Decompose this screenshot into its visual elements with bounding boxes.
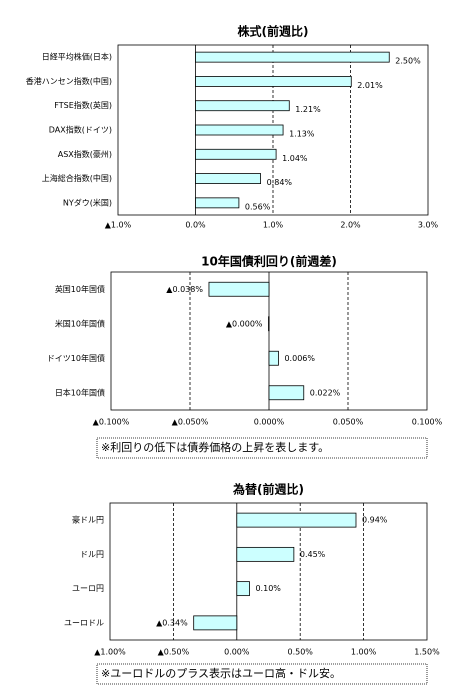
category-label: DAX指数(ドイツ)	[49, 125, 112, 135]
x-tick-label: ▲0.50%	[158, 648, 190, 657]
category-label: ドル円	[80, 550, 104, 559]
bar	[208, 281, 270, 297]
x-tick-label: 0.050%	[333, 418, 364, 427]
x-tick-label: 3.0%	[418, 221, 439, 230]
bar	[195, 51, 390, 63]
category-label: ドイツ10年国債	[47, 353, 105, 363]
category-label: 香港ハンセン指数(中国)	[26, 76, 112, 86]
note: ※ユーロドルのプラス表示はユーロ高・ドル安。	[101, 666, 341, 680]
category-label: 日経平均株価(日本)	[42, 52, 112, 62]
chart-title: 為替(前週比)	[233, 482, 304, 497]
category-label: 日本10年国債	[55, 387, 105, 397]
category-label: FTSE指数(英国)	[54, 100, 112, 110]
x-tick-label: 0.50%	[287, 648, 313, 657]
x-tick-label: 1.50%	[414, 648, 440, 657]
x-tick-label: 1.00%	[351, 648, 377, 657]
category-label: 英国10年国債	[55, 284, 105, 294]
chart-title: 株式(前週比)	[238, 24, 309, 39]
bar	[195, 197, 240, 209]
category-label: ユーロ円	[72, 584, 104, 593]
value-label: 2.01%	[357, 81, 383, 90]
x-tick-label: 0.0%	[185, 221, 206, 230]
value-label: ▲0.038%	[166, 285, 203, 294]
note-box	[96, 437, 428, 459]
x-tick-label: ▲0.100%	[93, 418, 130, 427]
x-tick-label: 0.100%	[412, 418, 443, 427]
value-label: 0.022%	[310, 388, 341, 397]
category-label: ユーロドル	[64, 618, 104, 627]
value-label: 0.94%	[362, 516, 388, 525]
value-label: ▲0.34%	[156, 618, 188, 627]
bar	[236, 546, 295, 562]
bar	[195, 100, 290, 112]
value-label: 1.13%	[289, 130, 315, 139]
x-tick-label: 1.0%	[263, 221, 284, 230]
x-tick-label: ▲1.0%	[105, 221, 132, 230]
category-label: 上海総合指数(中国)	[42, 173, 112, 183]
x-tick-label: ▲1.00%	[94, 648, 126, 657]
note-box	[96, 663, 428, 685]
value-label: 1.04%	[282, 154, 308, 163]
category-label: 豪ドル円	[72, 515, 104, 525]
bar	[236, 512, 357, 528]
x-tick-label: 0.00%	[224, 648, 250, 657]
bar	[268, 316, 270, 332]
bar	[236, 581, 250, 597]
x-tick-label: 2.0%	[340, 221, 361, 230]
value-label: 2.50%	[395, 57, 421, 66]
bar	[195, 173, 261, 184]
x-tick-label: ▲0.050%	[172, 418, 209, 427]
value-label: 0.84%	[267, 178, 293, 187]
value-label: ▲0.000%	[226, 319, 263, 328]
category-label: NYダウ(米国)	[63, 197, 112, 207]
category-label: ASX指数(豪州)	[58, 149, 112, 159]
value-label: 0.006%	[284, 354, 315, 363]
x-tick-label: 0.000%	[254, 418, 285, 427]
bar	[195, 124, 284, 136]
bar	[268, 350, 279, 366]
bar	[193, 615, 238, 631]
chart-title: 10年国債利回り(前週差)	[201, 254, 337, 269]
value-label: 0.56%	[245, 202, 271, 211]
value-label: 1.21%	[295, 105, 321, 114]
bar	[268, 385, 305, 401]
bar	[195, 148, 277, 160]
category-label: 米国10年国債	[55, 318, 105, 328]
note: ※利回りの低下は債券価格の上昇を表します。	[101, 440, 329, 454]
plot-area	[109, 502, 428, 641]
value-label: 0.10%	[255, 584, 281, 593]
value-label: 0.45%	[300, 550, 326, 559]
bar	[195, 76, 352, 87]
